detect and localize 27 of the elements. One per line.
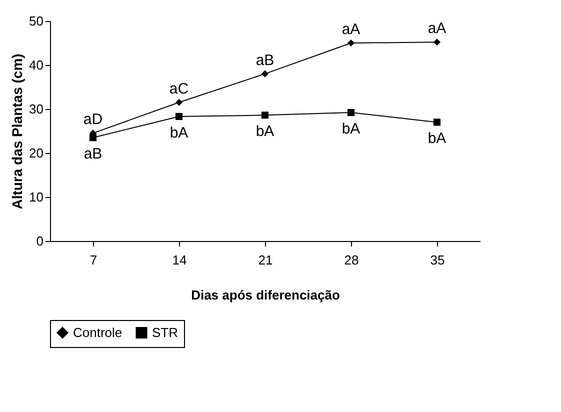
y-tick-label: 30 [29, 102, 44, 116]
y-tick-label: 0 [36, 234, 44, 248]
annotation: bA [428, 130, 446, 148]
x-tick-label: 21 [258, 252, 273, 268]
annotation: aA [428, 20, 446, 38]
annotation: aB [256, 52, 274, 69]
y-axis-title: Altura das Plantas (cm) [9, 54, 26, 210]
x-tick-label: 7 [90, 252, 98, 268]
point [433, 118, 441, 126]
annotation: bA [256, 123, 274, 140]
x-tick-label: 35 [430, 252, 445, 268]
x-axis-title: Dias após diferenciação [191, 288, 340, 302]
y-tick-label: 40 [29, 58, 44, 72]
annotation: aA [342, 21, 360, 38]
point [89, 134, 97, 142]
annotation: aD [83, 111, 103, 128]
y-tick-label: 10 [29, 190, 44, 204]
x-tick-label: 28 [344, 252, 359, 268]
annotation: aB [84, 146, 102, 163]
annotation: bA [342, 120, 360, 138]
y-tick-label: 50 [29, 14, 44, 28]
annotation: aC [169, 80, 189, 98]
legend-label: STR [152, 324, 178, 340]
annotation: bA [170, 124, 188, 142]
x-tick-label: 14 [172, 252, 187, 268]
y-tick-label: 20 [29, 146, 44, 160]
legend-label: Controle [73, 324, 122, 340]
